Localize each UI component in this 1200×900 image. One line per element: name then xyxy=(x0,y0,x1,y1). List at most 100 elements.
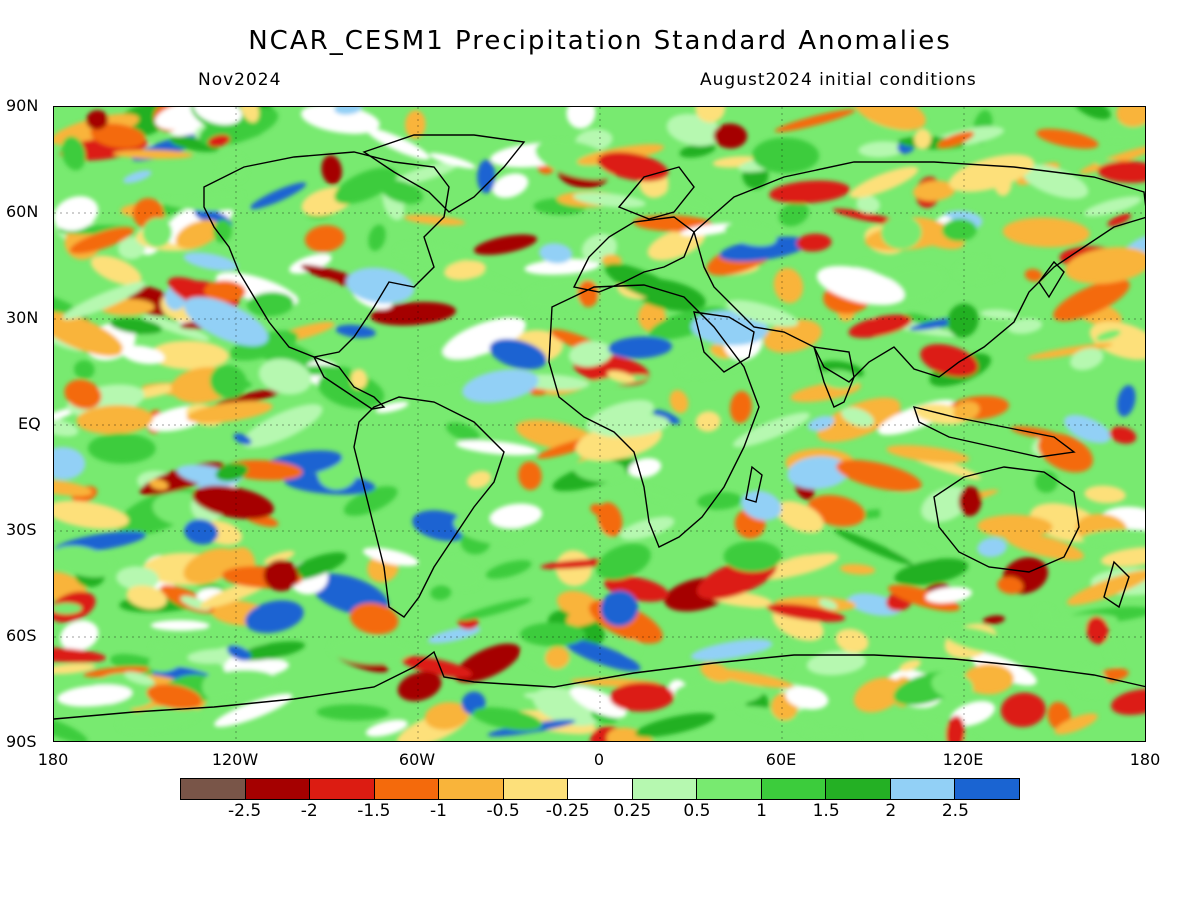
anomaly-patch xyxy=(539,243,573,264)
anomaly-patch xyxy=(724,222,777,247)
anomaly-patch xyxy=(142,217,172,248)
lon-label-120e: 120E xyxy=(942,750,984,769)
anomaly-patch xyxy=(997,576,1024,595)
anomaly-patch xyxy=(679,143,716,158)
anomaly-patch xyxy=(192,485,274,520)
anomaly-patch xyxy=(608,336,673,359)
anomaly-patch xyxy=(1096,329,1121,341)
colorbar-label: 1.5 xyxy=(812,801,840,821)
anomaly-patch xyxy=(1111,689,1145,716)
lat-label-90s: 90S xyxy=(6,732,37,751)
anomaly-patch xyxy=(806,650,866,676)
anomaly-patch xyxy=(1081,529,1145,545)
lat-label-90n: 90N xyxy=(6,96,39,115)
anomaly-patch xyxy=(766,603,846,622)
anomaly-patch xyxy=(785,686,829,710)
anomaly-patch xyxy=(113,149,193,159)
anomaly-patch xyxy=(920,344,978,377)
anomaly-patch xyxy=(778,202,809,227)
anomaly-patch xyxy=(977,537,1007,558)
anomaly-patch xyxy=(568,341,613,367)
anomaly-patch xyxy=(638,486,678,504)
colorbar-swatch xyxy=(568,779,633,799)
anomaly-patch xyxy=(250,182,307,210)
anomaly-patch xyxy=(690,639,772,661)
anomaly-patch xyxy=(604,263,680,303)
colorbar-swatch xyxy=(955,779,1019,799)
anomaly-patch xyxy=(839,563,876,575)
anomaly-patch xyxy=(427,626,481,644)
anomaly-patch xyxy=(54,407,79,427)
anomaly-patch xyxy=(961,268,1002,284)
anomaly-patch xyxy=(124,671,155,686)
anomaly-patch xyxy=(1007,318,1043,334)
colorbar-swatch xyxy=(503,779,569,799)
anomaly-patch xyxy=(1064,414,1111,444)
anomaly-patch xyxy=(1102,111,1145,142)
anomaly-patch xyxy=(752,137,820,174)
colorbar-swatch xyxy=(697,779,762,799)
anomaly-patch xyxy=(723,540,782,572)
anomaly-patch xyxy=(227,645,251,661)
anomaly-patch xyxy=(848,314,912,338)
anomaly-patch xyxy=(1024,268,1043,282)
colorbar-label: -1.5 xyxy=(357,801,391,821)
colorbar-label: -2 xyxy=(300,801,318,821)
anomaly-patch xyxy=(1000,692,1046,728)
anomaly-patch xyxy=(535,139,619,180)
lon-label-60w: 60W xyxy=(398,750,436,769)
anomaly-patch xyxy=(719,236,810,262)
anomaly-patch xyxy=(524,258,600,275)
anomaly-patch xyxy=(213,219,232,243)
anomaly-patch xyxy=(118,236,146,260)
anomaly-patch xyxy=(652,409,681,425)
anomaly-patch xyxy=(368,224,386,251)
anomaly-patch xyxy=(1066,569,1145,606)
anomaly-patch xyxy=(370,301,456,326)
anomaly-patch xyxy=(343,486,398,516)
anomaly-patch xyxy=(607,370,635,383)
anomaly-patch xyxy=(466,470,492,489)
anomaly-patch xyxy=(86,110,109,130)
colorbar-swatch xyxy=(890,779,956,799)
anomaly-patch xyxy=(818,598,838,610)
anomaly-patch xyxy=(61,136,86,171)
anomaly-patch xyxy=(669,390,689,414)
anomaly-patch xyxy=(202,669,278,697)
anomaly-patch xyxy=(787,456,850,490)
anomaly-patch xyxy=(835,628,869,653)
anomaly-patch xyxy=(601,254,622,267)
anomaly-patch xyxy=(489,338,547,370)
colorbar-label: 2.5 xyxy=(941,801,969,821)
anomaly-patch xyxy=(769,180,851,204)
anomaly-patch xyxy=(1097,160,1145,183)
anomaly-patch xyxy=(1117,385,1136,417)
anomaly-patch xyxy=(899,659,921,672)
anomaly-patch xyxy=(90,255,142,286)
colorbar-label: 0.25 xyxy=(613,801,652,821)
anomaly-patch xyxy=(392,161,459,186)
anomaly-patch xyxy=(379,179,424,204)
anomaly-patch xyxy=(350,369,368,390)
anomaly-patch xyxy=(60,620,99,651)
anomaly-patch xyxy=(796,233,832,252)
anomaly-patch xyxy=(116,566,159,591)
anomaly-patch xyxy=(931,671,974,700)
anomaly-patch xyxy=(90,123,146,149)
anomaly-patch xyxy=(150,620,209,631)
anomaly-patch xyxy=(258,358,312,395)
anomaly-patch xyxy=(424,702,469,730)
anomaly-patch xyxy=(54,479,93,497)
anomaly-patch xyxy=(492,173,529,198)
anomaly-patch xyxy=(925,586,972,603)
lon-label-180w: 180 xyxy=(37,750,69,769)
anomaly-patch xyxy=(430,585,452,601)
coastlines xyxy=(54,134,1145,720)
colorbar-swatch xyxy=(826,779,891,799)
lon-label-60e: 60E xyxy=(765,750,797,769)
anomaly-patch xyxy=(193,107,242,125)
initial-conditions: August2024 initial conditions xyxy=(700,70,977,90)
anomaly-patch xyxy=(403,214,466,226)
anomaly-patch xyxy=(573,458,626,482)
anomaly-patch xyxy=(586,400,654,433)
